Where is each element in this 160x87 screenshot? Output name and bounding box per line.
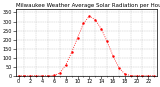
Text: Milwaukee Weather Average Solar Radiation per Hour W/m2 (Last 24 Hours): Milwaukee Weather Average Solar Radiatio… bbox=[16, 3, 160, 8]
